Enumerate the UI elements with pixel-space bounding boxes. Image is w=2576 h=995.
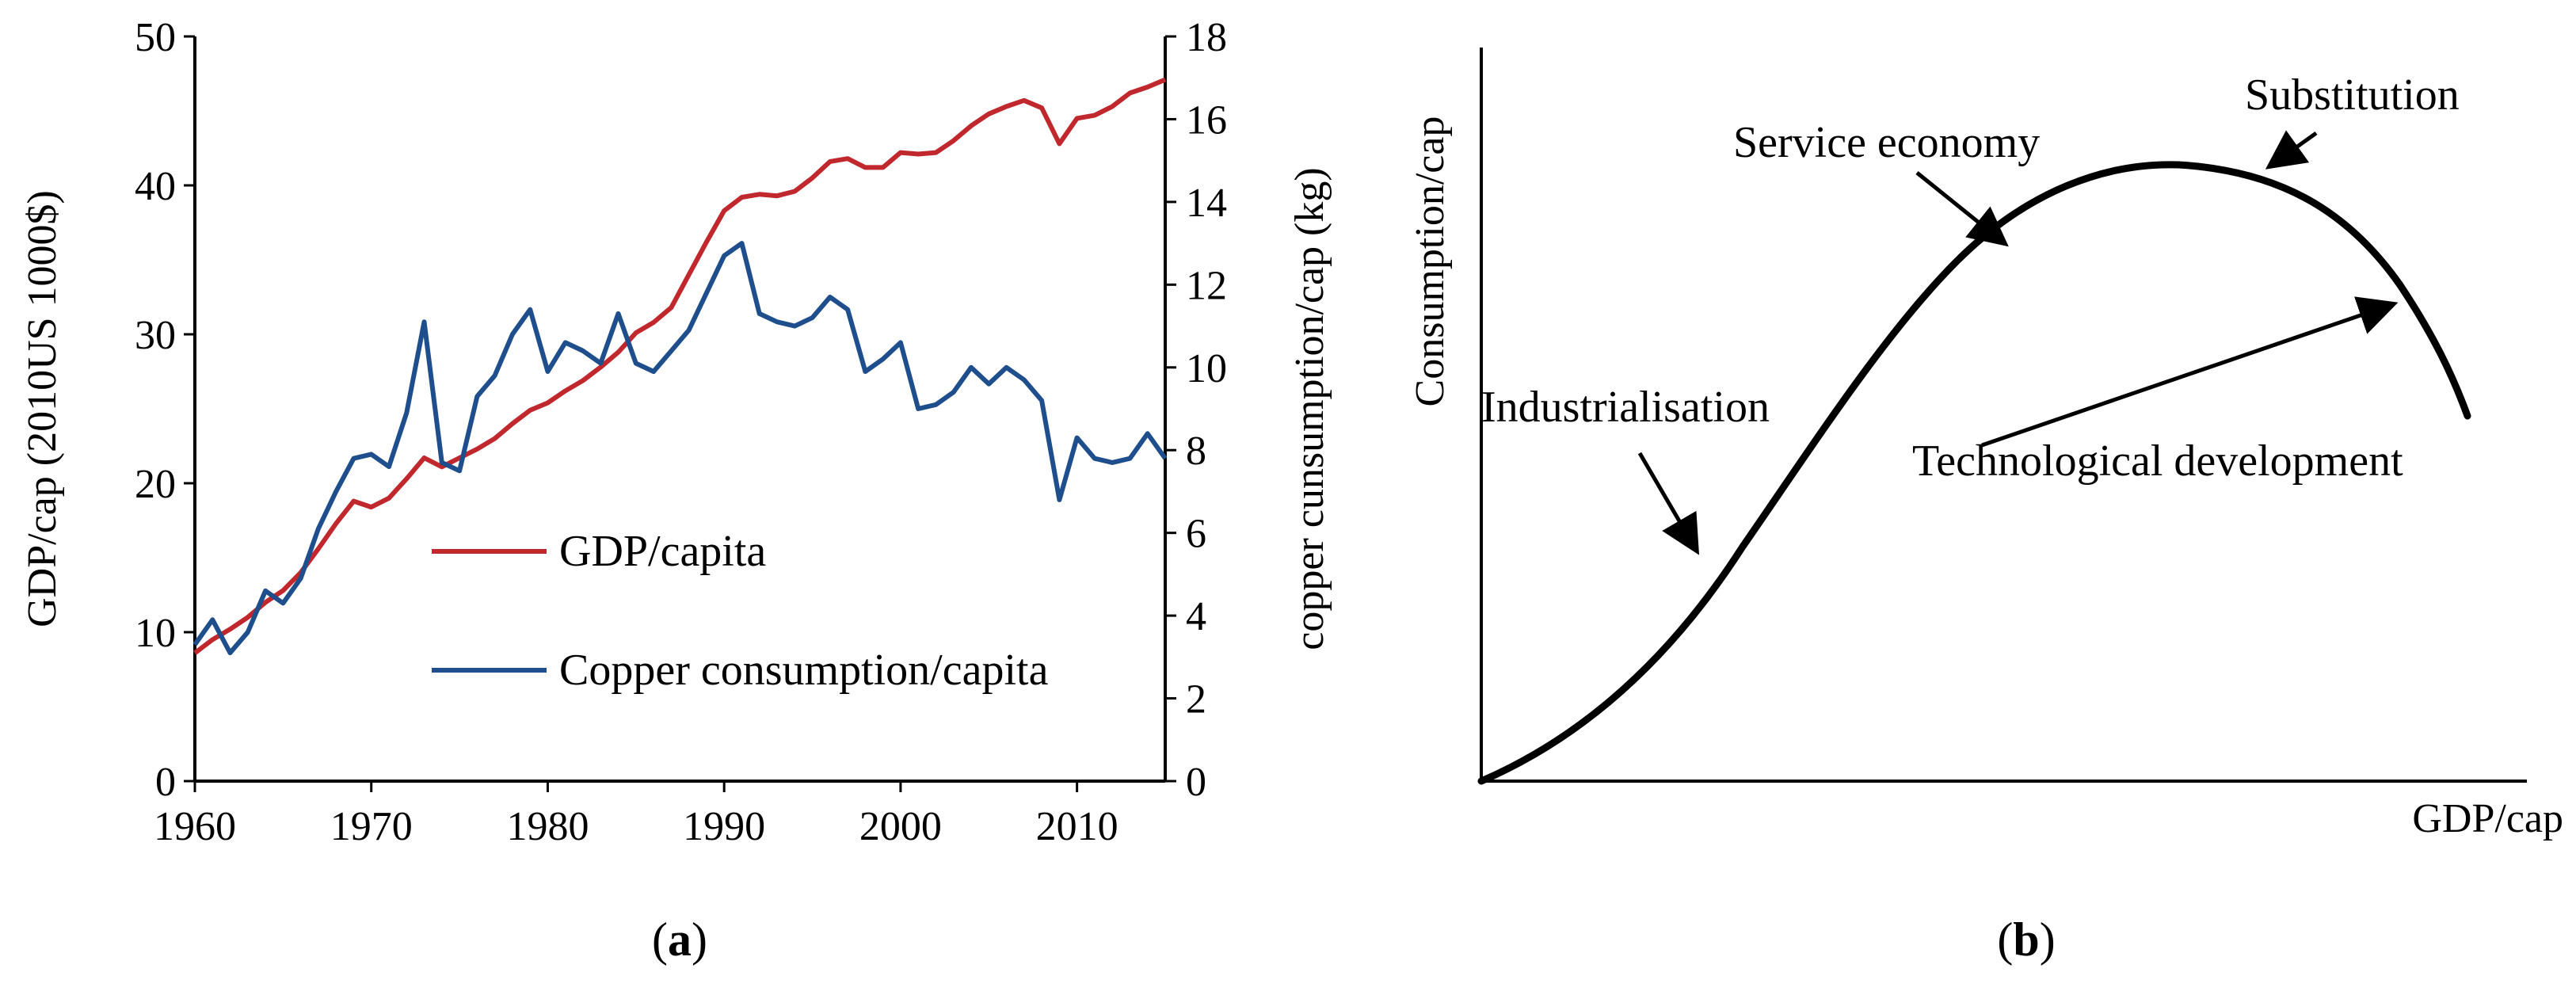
annotation-technological-development: Technological development — [1912, 437, 2403, 486]
arrow-substitution — [2265, 130, 2318, 170]
legend-label-gdp: GDP/capita — [559, 527, 766, 576]
left-y-tick-label: 10 — [135, 611, 176, 656]
arrow-technological-development — [1981, 296, 2399, 448]
panel-a-right-axis-title: copper cunsumption/cap (kg) — [1287, 167, 1332, 650]
copper-consumption-line — [192, 241, 1168, 656]
left-y-tick-label: 40 — [135, 164, 176, 209]
gdp-per-capita-line — [193, 77, 1167, 655]
right-y-tick-label: 2 — [1186, 677, 1206, 722]
arrow-service-economy — [1915, 171, 2009, 247]
left-y-tick-label: 0 — [155, 760, 176, 805]
x-tick-label: 2010 — [1036, 804, 1118, 849]
panel-b-conceptual-curve: Consumption/cap GDP/cap Industrialisatio… — [1408, 48, 2563, 966]
right-y-tick-label: 4 — [1186, 594, 1206, 639]
annotation-industrialisation: Industrialisation — [1481, 383, 1770, 432]
right-y-tick-label: 16 — [1186, 97, 1227, 143]
panel-a-label-letter: a — [668, 913, 692, 966]
left-y-tick-label: 50 — [135, 15, 176, 60]
panel-b-y-axis-title: Consumption/cap — [1408, 116, 1453, 407]
right-y-tick-label: 0 — [1186, 760, 1206, 805]
arrow-industrialisation — [1637, 452, 1700, 555]
panel-a-line-chart: 0 10 20 30 40 50 0 2 4 6 8 10 12 14 16 18 1960 1970 1980… — [20, 15, 1332, 966]
x-tick-label: 1980 — [506, 804, 589, 849]
legend-label-copper: Copper consumption/capita — [559, 646, 1049, 695]
panel-b-label: (b) — [1997, 913, 2055, 966]
right-y-tick-label: 6 — [1186, 512, 1206, 557]
x-tick-label: 1990 — [683, 804, 765, 849]
x-tick-label: 1970 — [330, 804, 413, 849]
panel-b-label-letter: b — [2013, 913, 2039, 966]
annotation-substitution: Substitution — [2245, 71, 2460, 120]
panel-b-x-axis-title: GDP/cap — [2412, 796, 2563, 841]
right-y-tick-label: 10 — [1186, 346, 1227, 391]
right-y-tick-label: 14 — [1186, 181, 1227, 226]
x-tick-label: 1960 — [154, 804, 236, 849]
x-tick-label: 2000 — [859, 804, 942, 849]
left-y-tick-label: 30 — [135, 313, 176, 358]
annotation-service-economy: Service economy — [1733, 118, 2040, 167]
left-y-tick-label: 20 — [135, 462, 176, 507]
panel-a-left-axis-title: GDP/cap (2010US 1000$) — [20, 190, 65, 627]
panel-a-legend: GDP/capita Copper consumption/capita — [432, 527, 1049, 695]
right-y-tick-label: 8 — [1186, 429, 1206, 474]
right-y-tick-label: 12 — [1186, 263, 1227, 308]
right-y-tick-label: 18 — [1186, 15, 1227, 60]
panel-a-label: (a) — [652, 913, 707, 966]
